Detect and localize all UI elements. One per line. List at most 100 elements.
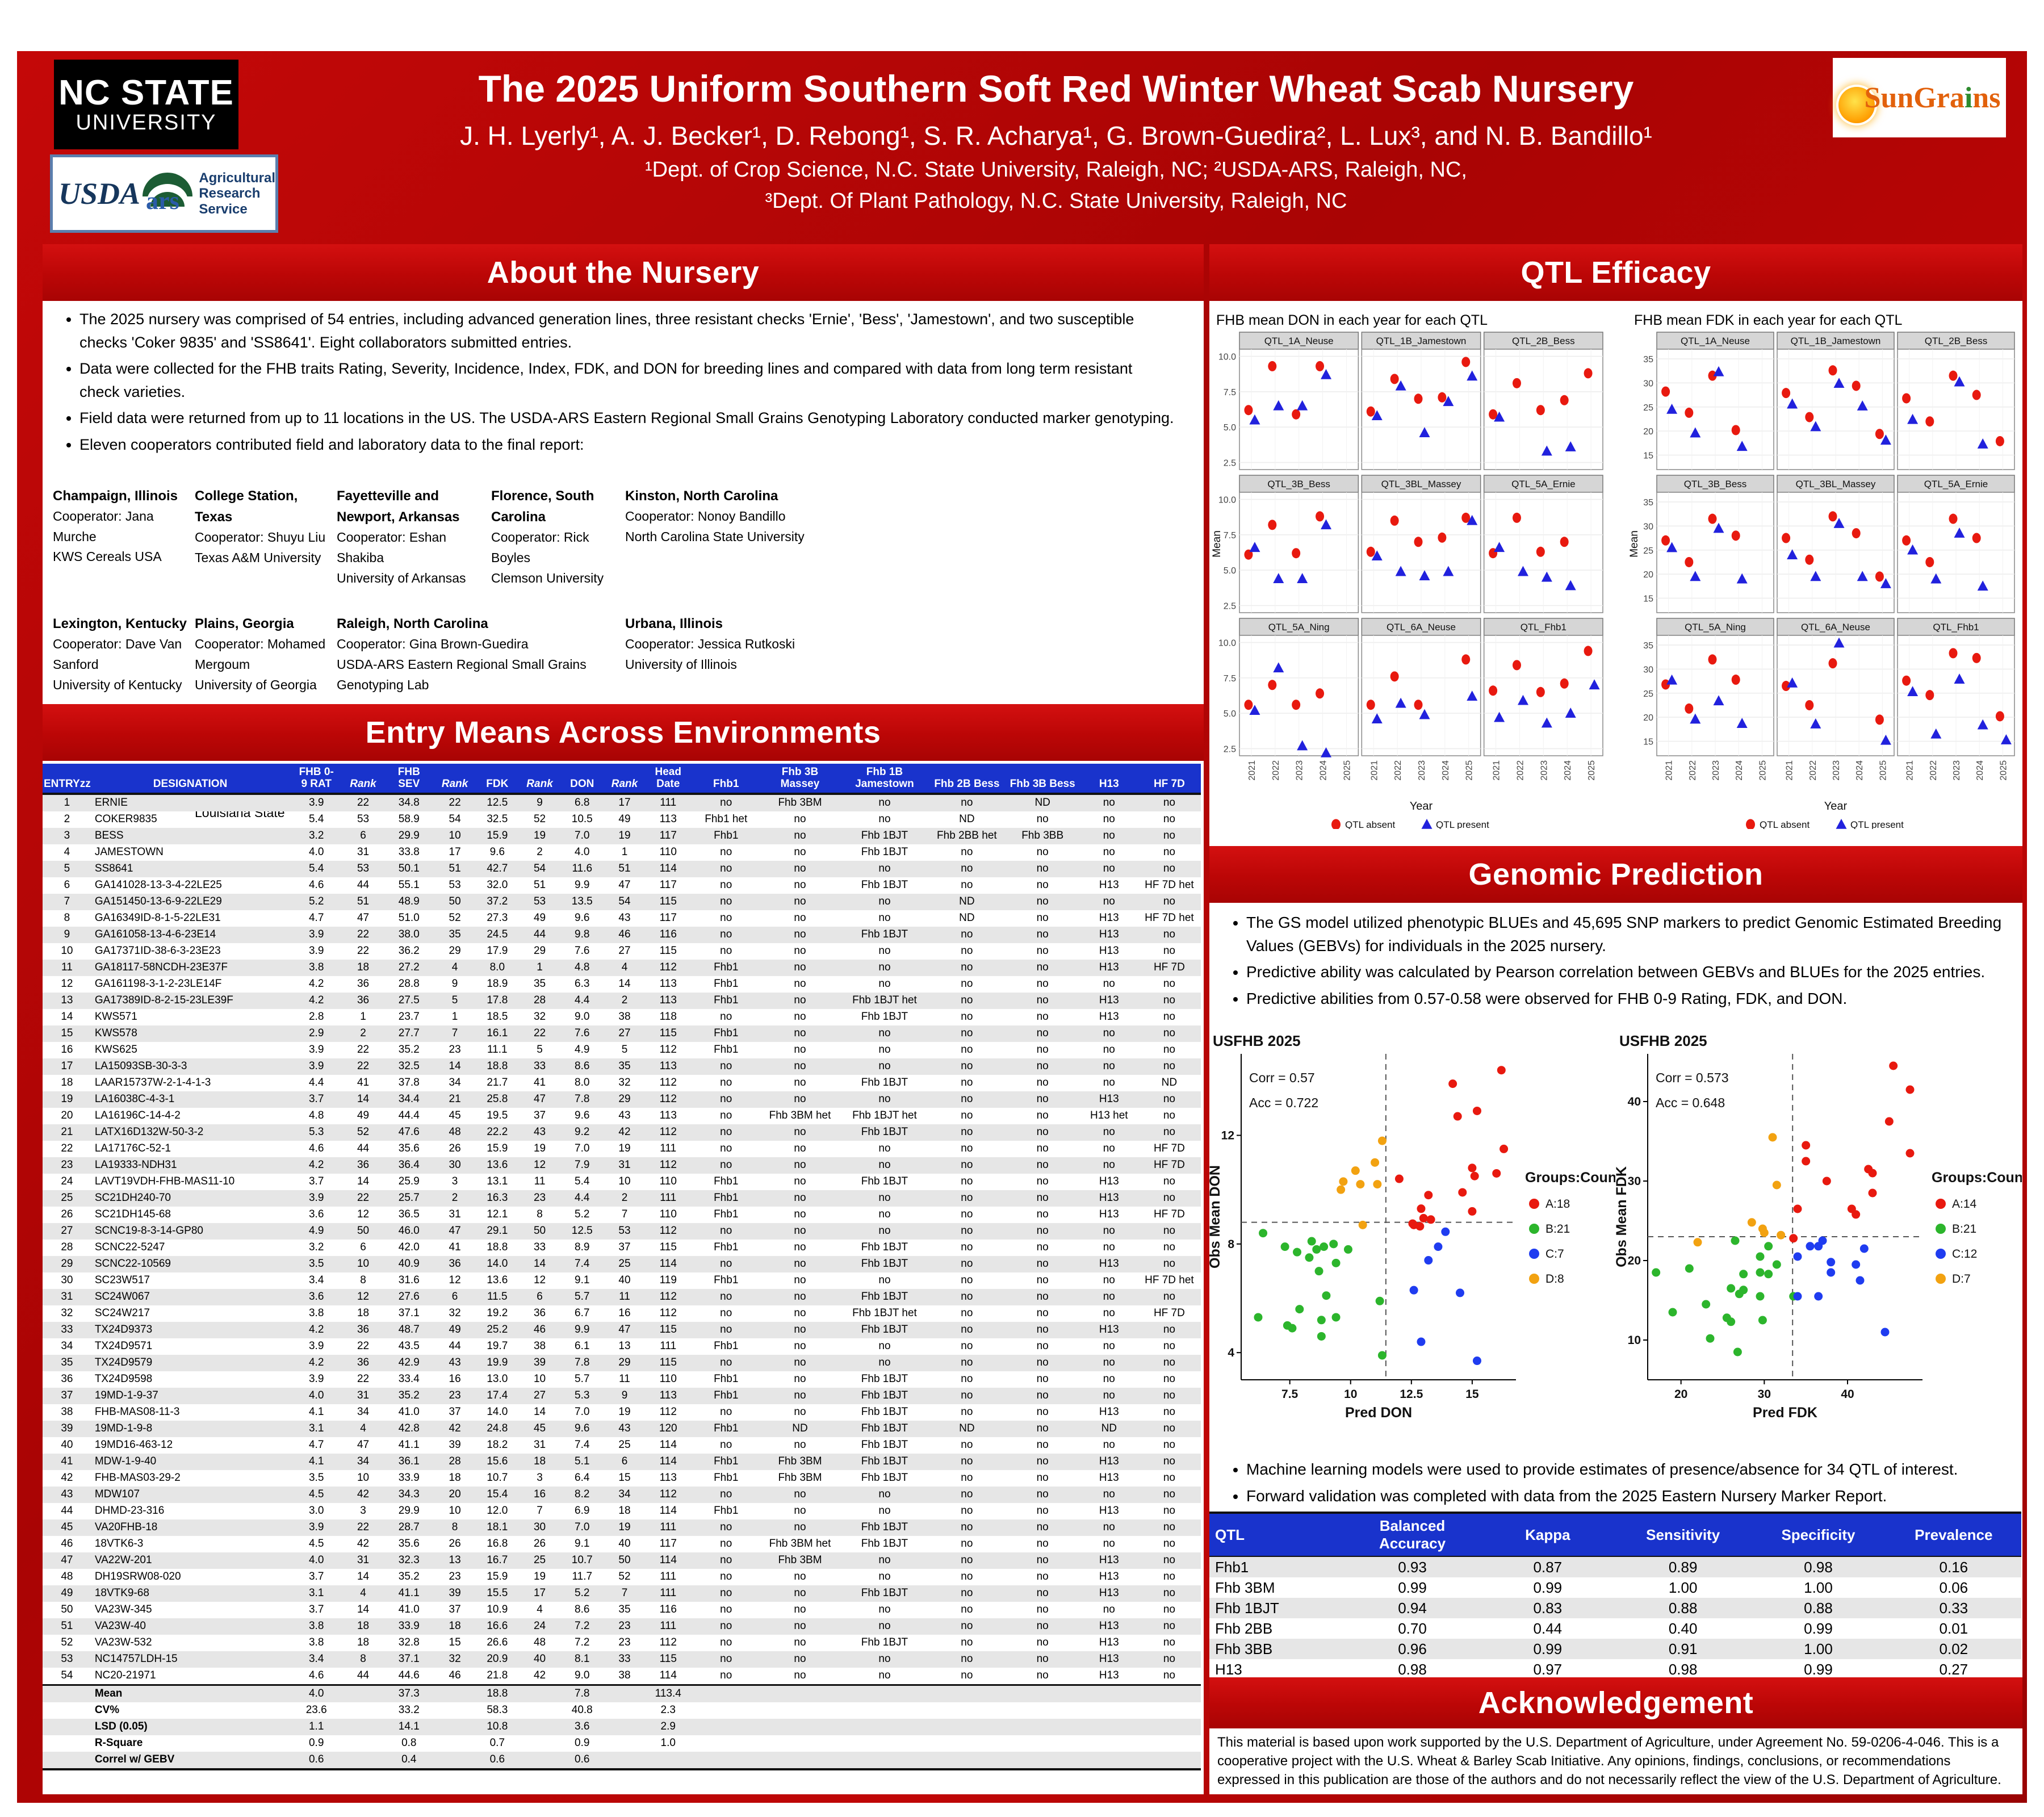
table-row: 8 GA16349ID-8-1-5-22LE31 4.7 47 51.0 52 27.3 49… bbox=[64, 912, 1194, 924]
table-row: 44 DHMD-23-316 3.0 3 29.9 10 12.0 7 6.9 18 114 Fhb1… bbox=[61, 1505, 1175, 1517]
table-row: 3 BESS 3.2 6 29.9 10 15.9 19 7.0 19 117 Fhb1 no Fhb 1… bbox=[43, 827, 1201, 844]
poster-authors: J. H. Lyerly¹, A. J. Becker¹, D. Rebong¹… bbox=[460, 121, 1652, 150]
svg-text:B:21: B:21 bbox=[1545, 1223, 1570, 1236]
poster-affiliation-2: ³Dept. Of Plant Pathology, N.C. State Un… bbox=[765, 189, 1347, 213]
cooperator-item: Lexington, Kentucky Cooperator: Dave Van … bbox=[53, 616, 187, 692]
svg-text:QTL_5A_Ernie: QTL_5A_Ernie bbox=[1924, 479, 1988, 489]
svg-text:2023: 2023 bbox=[1539, 760, 1549, 781]
svg-text:10.0: 10.0 bbox=[1218, 638, 1236, 648]
table-row: 18 LAAR15737W-2-1-4-1-3 4.4 41 37.8 34 21.7 41 8… bbox=[61, 1077, 1178, 1089]
table-row: 50 VA23W-345 3.7 14 41.0 37 10.9 4 8.6 35 116 no no n… bbox=[61, 1604, 1175, 1616]
table-row: 33 TX24D9373 4.2 36 48.7 49 25.2 46 9.9 47 115 no no… bbox=[43, 1321, 1201, 1338]
table-row: 48 DH19SRW08-020 3.7 14 35.2 23 15.9 19 11.7 52 11… bbox=[61, 1571, 1175, 1583]
table-row: 54 NC20-21971 4.6 44 44.6 46 21.8 42 9.0 38 114 no n… bbox=[61, 1669, 1175, 1682]
poster-background: NC STATE UNIVERSITY USDA ars Agricultura… bbox=[17, 51, 2027, 1803]
svg-text:QTL_5A_Ernie: QTL_5A_Ernie bbox=[1511, 479, 1575, 489]
table-row: 36 TX24D9598 3.9 22 33.4 16 13.0 10 5.7 11 110 Fhb1… bbox=[61, 1373, 1175, 1385]
table-row: 52 VA23W-532 3.8 18 32.8 15 26.6 48 7.2 23 112 no no… bbox=[61, 1636, 1175, 1649]
table-row: 40 19MD16-463-12 4.7 47 41.1 39 18.2 31 7.4 25 114… bbox=[61, 1439, 1175, 1451]
table-row: 4 JAMESTOWN 4.0 31 33.8 17 9.6 2 4.0 1 110 no no Fhb … bbox=[64, 846, 1175, 859]
entry-column-header: Rank bbox=[520, 764, 559, 795]
svg-text:QTL_6A_Neuse: QTL_6A_Neuse bbox=[1387, 622, 1456, 633]
table-row: 37 19MD-1-9-37 4.0 31 35.2 23 17.4 27 5.3 9 113 Fhb… bbox=[43, 1387, 1201, 1404]
table-row: 15 KWS578 2.9 2 27.7 7 16.1 22 7.6 27 115 Fhb1 no no n… bbox=[43, 1025, 1201, 1042]
svg-text:Mean: Mean bbox=[1630, 530, 1640, 558]
svg-text:USFHB 2025: USFHB 2025 bbox=[1619, 1033, 1707, 1049]
svg-text:2023: 2023 bbox=[1832, 760, 1841, 781]
table-row: 22 LA17176C-52-1 4.6 44 35.6 26 15.9 19 7.0 19 111… bbox=[61, 1142, 1185, 1155]
svg-text:10: 10 bbox=[1628, 1334, 1641, 1347]
entry-column-header: HF 7D bbox=[1137, 764, 1201, 795]
svg-text:A:18: A:18 bbox=[1545, 1198, 1570, 1211]
svg-text:8: 8 bbox=[1228, 1238, 1234, 1251]
table-row: 31 SC24W067 3.6 12 27.6 6 11.5 6 5.7 11 112 no no Fhb… bbox=[43, 1288, 1201, 1305]
svg-text:QTL_3BL_Massey: QTL_3BL_Massey bbox=[1381, 479, 1461, 489]
svg-text:Corr = 0.573: Corr = 0.573 bbox=[1656, 1070, 1729, 1085]
svg-text:2022: 2022 bbox=[1271, 760, 1281, 781]
genomic-bullets2: Machine learning models were used to pro… bbox=[1212, 1458, 2020, 1508]
svg-text:QTL_1A_Neuse: QTL_1A_Neuse bbox=[1681, 336, 1750, 346]
entry-summary-row: R-Square 0.9 0.8 0.7 0.9 1.0 bbox=[94, 1737, 676, 1749]
table-row: 28 SCNC22-5247 3.2 6 42.0 41 18.8 33 8.9 37 115 Fhb… bbox=[61, 1241, 1175, 1254]
svg-text:30: 30 bbox=[1643, 665, 1653, 675]
svg-text:QTL_3BL_Massey: QTL_3BL_Massey bbox=[1796, 479, 1876, 489]
svg-text:7.5: 7.5 bbox=[1281, 1388, 1299, 1401]
about-bullets-box: The 2025 nursery was comprised of 54 ent… bbox=[45, 308, 1187, 459]
sun-icon bbox=[1838, 87, 1875, 123]
entry-column-header: Rank bbox=[605, 764, 644, 795]
table-row: 10 GA17371ID-38-6-3-23E23 3.9 22 36.2 29 17.9 2… bbox=[61, 945, 1175, 957]
acknowledgement-banner: Acknowledgement bbox=[1209, 1677, 2022, 1728]
entry-column-header: Head Date bbox=[644, 764, 693, 795]
svg-text:QTL_6A_Neuse: QTL_6A_Neuse bbox=[1801, 622, 1870, 633]
cooperator-item: Fayetteville and Newport, Arkansas Cooper… bbox=[337, 488, 466, 585]
svg-text:2021: 2021 bbox=[1665, 760, 1674, 781]
table-row: 26 SC21DH145-68 3.6 12 36.5 31 12.1 8 5.2 7 110 Fhb… bbox=[61, 1208, 1185, 1221]
svg-text:Year: Year bbox=[1410, 800, 1433, 813]
table-row: 32 SC24W217 3.8 18 37.1 32 19.2 36 6.7 16 112 no no F… bbox=[61, 1307, 1185, 1320]
svg-text:10.0: 10.0 bbox=[1218, 495, 1236, 505]
entry-column-header: Fhb1 bbox=[692, 764, 760, 795]
svg-text:7.5: 7.5 bbox=[1224, 674, 1236, 684]
cooperator-item: Plains, Georgia Cooperator: Mohamed Mergo… bbox=[195, 616, 326, 692]
bullet-item: Forward validation was completed with da… bbox=[1246, 1485, 2015, 1508]
svg-text:5.0: 5.0 bbox=[1224, 566, 1236, 576]
svg-text:40: 40 bbox=[1841, 1388, 1854, 1401]
poster-affiliation-1: ¹Dept. of Crop Science, N.C. State Unive… bbox=[645, 158, 1467, 182]
svg-text:15: 15 bbox=[1643, 451, 1653, 461]
don-facet-chart: QTL_1A_Neuse 2.5 5.0 7.5 10.0 QTL_1B_Jamestow… bbox=[1212, 332, 1603, 829]
table-row: 20 LA16196C-14-4-2 4.8 49 44.4 45 19.5 37 9.6 43 1… bbox=[61, 1110, 1175, 1122]
genomic-prediction-banner: Genomic Prediction bbox=[1209, 846, 2022, 903]
bullet-item: Data were collected for the FHB traits R… bbox=[79, 357, 1175, 403]
entry-column-header: FDK bbox=[474, 764, 521, 795]
svg-text:2021: 2021 bbox=[1369, 760, 1379, 781]
bullet-item: Predictive abilities from 0.57-0.58 were… bbox=[1246, 987, 2015, 1011]
cooperator-item: College Station, Texas Cooperator: Shuyu … bbox=[195, 488, 326, 566]
entry-column-header: ENTRYzz bbox=[43, 764, 91, 795]
svg-text:QTL_2B_Bess: QTL_2B_Bess bbox=[1925, 336, 1988, 346]
entry-column-header: Fhb 3B Bess bbox=[1004, 764, 1080, 795]
table-row: 41 MDW-1-9-40 4.1 34 36.1 28 15.6 18 5.1 6 114 Fhb1… bbox=[43, 1453, 1201, 1470]
qtl-metrics-column-header: Sensitivity bbox=[1615, 1512, 1751, 1557]
svg-text:2022: 2022 bbox=[1515, 760, 1525, 781]
svg-text:QTL absent: QTL absent bbox=[1760, 819, 1810, 829]
svg-text:25: 25 bbox=[1643, 546, 1653, 556]
svg-text:2021: 2021 bbox=[1247, 760, 1257, 781]
qtl-metrics-column-header: Balanced Accuracy bbox=[1344, 1512, 1480, 1557]
svg-text:2022: 2022 bbox=[1393, 760, 1403, 781]
svg-text:B:21: B:21 bbox=[1952, 1223, 1976, 1236]
svg-text:QTL_3B_Bess: QTL_3B_Bess bbox=[1267, 479, 1330, 489]
svg-text:QTL_2B_Bess: QTL_2B_Bess bbox=[1512, 336, 1575, 346]
svg-text:12: 12 bbox=[1221, 1129, 1234, 1142]
svg-text:35: 35 bbox=[1643, 355, 1653, 365]
genomic-bullets-box: The GS model utilized phenotypic BLUEs a… bbox=[1212, 911, 2020, 1014]
table-row: 24 LAVT19VDH-FHB-MAS11-10 3.7 14 25.9 3 13.1 11… bbox=[61, 1175, 1175, 1188]
svg-text:15: 15 bbox=[1643, 738, 1653, 747]
svg-text:Groups:Counts: Groups:Counts bbox=[1525, 1170, 1615, 1186]
table-row: Fhb 3BB 0.96 0.99 0.91 1.00 0.02 bbox=[1209, 1639, 2021, 1659]
entry-column-header: Fhb 1B Jamestown bbox=[840, 764, 929, 795]
entry-column-header: DESIGNATION bbox=[91, 764, 290, 795]
svg-text:QTL_Fhb1: QTL_Fhb1 bbox=[1933, 622, 1979, 633]
table-row: 11 GA18117-58NCDH-23E37F 3.8 18 27.2 4 8.0 1 4.8… bbox=[43, 959, 1201, 976]
ars-swoosh-icon: ars bbox=[143, 169, 194, 218]
